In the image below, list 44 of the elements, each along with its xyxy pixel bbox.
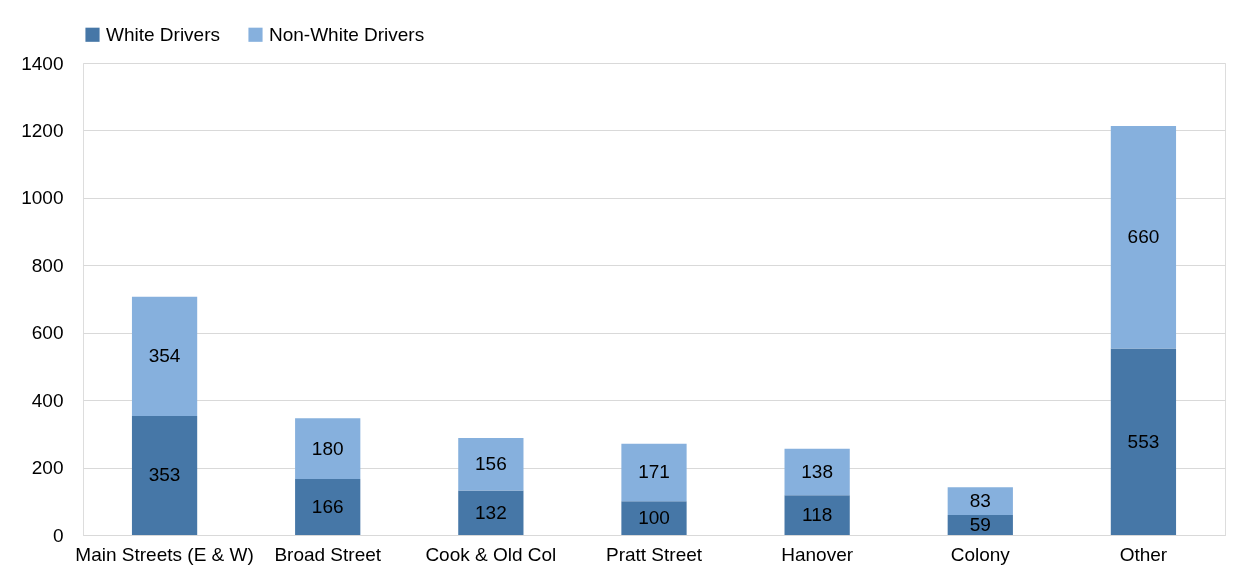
data-label: 59 — [969, 514, 991, 536]
legend-label: Non-White Drivers — [269, 23, 425, 45]
data-label: 132 — [475, 501, 507, 523]
data-label: 353 — [148, 464, 181, 486]
x-tick-label: Other — [1119, 543, 1168, 565]
bar — [458, 437, 524, 491]
bar — [131, 415, 198, 535]
y-tick-label: 1200 — [21, 119, 64, 141]
data-label: 83 — [969, 490, 991, 512]
x-tick-label: Main Streets (E & W) — [75, 543, 254, 565]
bar — [1110, 126, 1177, 349]
x-tick-label: Hanover — [781, 543, 854, 565]
data-label: 156 — [475, 453, 507, 475]
y-tick-label: 1000 — [21, 187, 64, 209]
bar — [784, 448, 850, 496]
data-label: 660 — [1127, 226, 1160, 248]
data-label: 100 — [638, 507, 670, 529]
x-tick-label: Pratt Street — [605, 543, 703, 565]
bar — [784, 495, 850, 535]
x-tick-label: Broad Street — [274, 543, 382, 565]
bar — [295, 479, 361, 535]
bar — [295, 418, 361, 480]
y-tick-label: 800 — [31, 254, 64, 276]
y-tick-label: 200 — [31, 457, 64, 479]
data-label: 553 — [1127, 430, 1160, 452]
bar — [458, 490, 524, 535]
data-label: 354 — [148, 345, 181, 367]
legend-label: White Drivers — [106, 23, 221, 45]
y-tick-label: 0 — [52, 524, 64, 546]
data-label: 138 — [801, 460, 833, 482]
x-tick-label: Cook & Old Col — [425, 543, 557, 565]
bar — [947, 487, 1013, 516]
data-label: 180 — [311, 437, 344, 459]
data-label: 166 — [311, 496, 344, 518]
x-tick-label: Colony — [950, 543, 1011, 565]
bar — [131, 296, 198, 416]
bar — [621, 501, 687, 535]
y-tick-label: 1400 — [21, 52, 64, 74]
y-tick-label: 400 — [31, 389, 64, 411]
y-tick-label: 600 — [31, 322, 64, 344]
data-label: 171 — [638, 461, 670, 483]
bar — [621, 443, 687, 502]
data-label: 118 — [801, 504, 833, 526]
bar — [1110, 348, 1177, 535]
